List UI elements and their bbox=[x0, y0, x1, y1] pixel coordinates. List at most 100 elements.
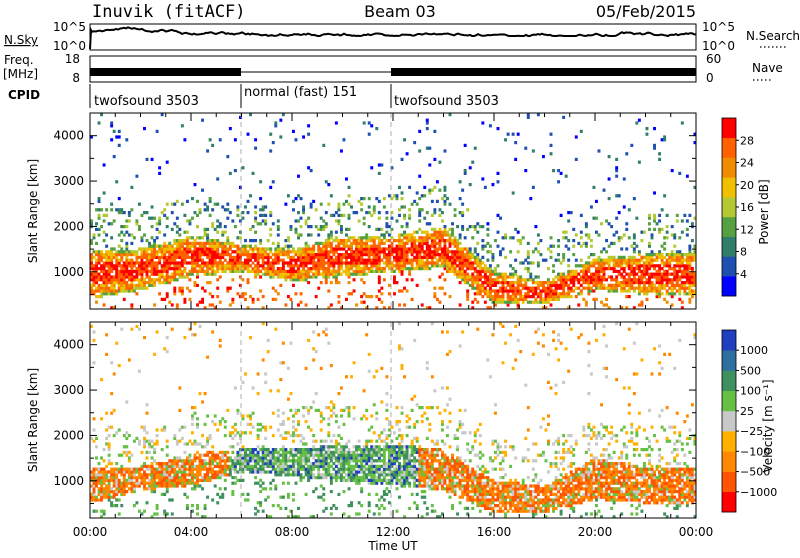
power-echo-cell bbox=[464, 261, 467, 264]
velocity-echo-cell bbox=[93, 498, 96, 501]
power-echo-cell bbox=[608, 259, 611, 262]
power-echo-cell bbox=[297, 270, 300, 273]
velocity-echo-cell bbox=[226, 409, 229, 412]
power-echo-cell bbox=[438, 301, 441, 304]
power-echo-cell bbox=[459, 197, 462, 200]
velocity-echo-cell bbox=[295, 454, 298, 457]
power-echo-cell bbox=[302, 261, 305, 264]
power-echo-cell bbox=[100, 284, 103, 287]
power-echo-cell bbox=[120, 281, 123, 284]
power-echo-cell bbox=[454, 214, 457, 217]
velocity-echo-cell bbox=[249, 414, 252, 417]
velocity-echo-cell bbox=[224, 459, 227, 462]
power-echo-cell bbox=[234, 256, 237, 259]
power-echo-cell bbox=[592, 186, 595, 189]
power-echo-cell bbox=[370, 247, 373, 250]
power-echo-cell bbox=[350, 264, 353, 267]
velocity-echo-cell bbox=[206, 473, 209, 476]
power-echo-cell bbox=[141, 264, 144, 267]
power-echo-cell bbox=[322, 242, 325, 245]
power-echo-cell bbox=[312, 250, 315, 253]
velocity-echo-cell bbox=[259, 459, 262, 462]
power-echo-cell bbox=[125, 231, 128, 234]
power-echo-cell bbox=[585, 278, 588, 281]
velocity-echo-cell bbox=[148, 451, 151, 454]
power-echo-cell bbox=[110, 284, 113, 287]
power-echo-cell bbox=[125, 250, 128, 253]
power-echo-cell bbox=[494, 292, 497, 295]
power-echo-cell bbox=[595, 275, 598, 278]
power-echo-cell bbox=[204, 203, 207, 206]
power-echo-cell bbox=[365, 242, 368, 245]
power-echo-cell bbox=[517, 292, 520, 295]
velocity-echo-cell bbox=[115, 493, 118, 496]
velocity-echo-cell bbox=[231, 445, 234, 448]
power-echo-cell bbox=[335, 261, 338, 264]
power-echo-cell bbox=[421, 239, 424, 242]
power-echo-cell bbox=[532, 278, 535, 281]
power-echo-cell bbox=[666, 214, 669, 217]
power-echo-cell bbox=[335, 245, 338, 248]
power-echo-cell bbox=[587, 281, 590, 284]
power-echo-cell bbox=[527, 292, 530, 295]
power-echo-cell bbox=[542, 281, 545, 284]
power-echo-cell bbox=[269, 270, 272, 273]
velocity-echo-cell bbox=[153, 484, 156, 487]
velocity-echo-cell bbox=[249, 459, 252, 462]
power-echo-cell bbox=[401, 256, 404, 259]
velocity-echo-cell bbox=[209, 468, 212, 471]
power-echo-cell bbox=[666, 301, 669, 304]
power-echo-cell bbox=[363, 253, 366, 256]
velocity-echo-cell bbox=[287, 398, 290, 401]
velocity-echo-cell bbox=[262, 454, 265, 457]
power-echo-cell bbox=[287, 239, 290, 242]
velocity-echo-cell bbox=[110, 487, 113, 490]
power-echo-cell bbox=[661, 261, 664, 264]
velocity-echo-cell bbox=[128, 476, 131, 479]
power-echo-cell bbox=[681, 284, 684, 287]
power-echo-cell bbox=[401, 191, 404, 194]
power-echo-cell bbox=[343, 261, 346, 264]
velocity-echo-cell bbox=[277, 465, 280, 468]
power-echo-cell bbox=[110, 247, 113, 250]
velocity-echo-cell bbox=[181, 470, 184, 473]
power-echo-cell bbox=[686, 233, 689, 236]
power-echo-cell bbox=[302, 270, 305, 273]
power-echo-cell bbox=[461, 273, 464, 276]
power-echo-cell bbox=[353, 242, 356, 245]
velocity-echo-cell bbox=[148, 482, 151, 485]
velocity-echo-cell bbox=[325, 456, 328, 459]
velocity-echo-cell bbox=[272, 459, 275, 462]
velocity-echo-cell bbox=[143, 336, 146, 339]
velocity-echo-cell bbox=[103, 448, 106, 451]
power-echo-cell bbox=[681, 273, 684, 276]
power-echo-cell bbox=[608, 245, 611, 248]
power-echo-cell bbox=[656, 270, 659, 273]
power-echo-cell bbox=[317, 261, 320, 264]
power-echo-cell bbox=[236, 250, 239, 253]
power-echo-cell bbox=[135, 287, 138, 290]
power-echo-cell bbox=[562, 278, 565, 281]
power-echo-cell bbox=[375, 245, 378, 248]
velocity-echo-cell bbox=[110, 504, 113, 507]
power-echo-cell bbox=[658, 214, 661, 217]
power-echo-cell bbox=[423, 250, 426, 253]
power-echo-cell bbox=[130, 264, 133, 267]
power-echo-cell bbox=[527, 253, 530, 256]
power-echo-cell bbox=[191, 261, 194, 264]
power-echo-cell bbox=[199, 270, 202, 273]
power-echo-cell bbox=[358, 253, 361, 256]
power-echo-cell bbox=[191, 217, 194, 220]
velocity-echo-cell bbox=[158, 470, 161, 473]
power-echo-cell bbox=[423, 217, 426, 220]
velocity-echo-cell bbox=[108, 448, 111, 451]
power-echo-cell bbox=[254, 247, 257, 250]
power-echo-cell bbox=[673, 267, 676, 270]
velocity-echo-cell bbox=[188, 470, 191, 473]
power-echo-cell bbox=[575, 270, 578, 273]
power-echo-cell bbox=[209, 197, 212, 200]
power-echo-cell bbox=[388, 194, 391, 197]
power-echo-cell bbox=[600, 301, 603, 304]
power-echo-cell bbox=[567, 278, 570, 281]
power-echo-cell bbox=[421, 264, 424, 267]
